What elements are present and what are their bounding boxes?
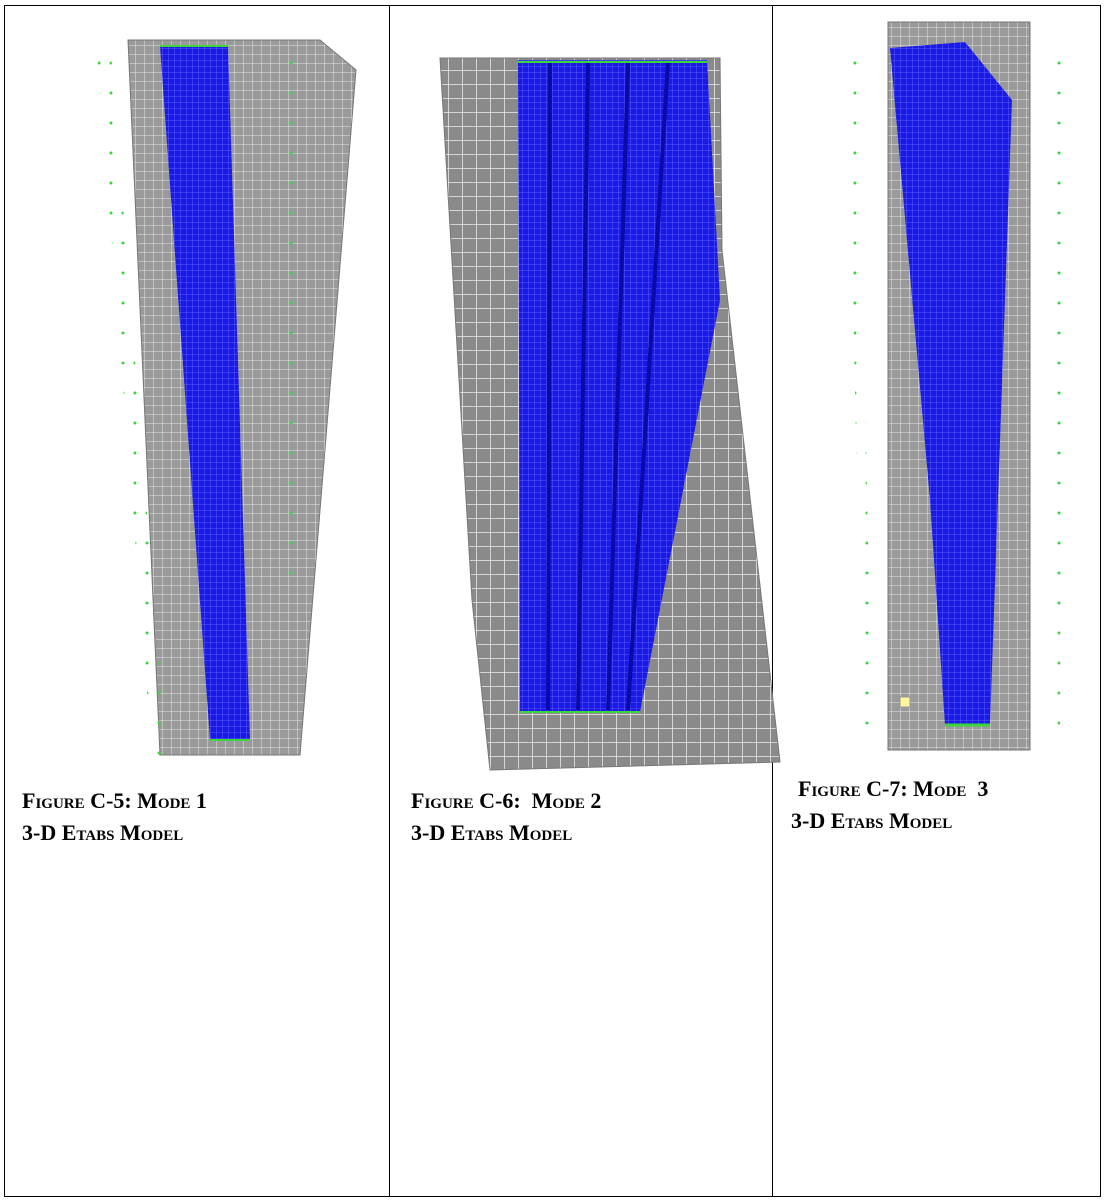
mode-2-model	[439, 57, 781, 771]
figure-subcaption: 3-D Etabs Model	[22, 820, 184, 845]
model-figures	[96, 21, 1062, 771]
mode-1-model	[96, 39, 357, 756]
column-divider	[389, 5, 390, 1197]
figure-subcaption: 3-D Etabs Model	[791, 808, 953, 833]
mode-3-model	[848, 21, 1062, 751]
column-divider	[772, 5, 773, 1197]
figure-caption: Figure C-7: Mode 3	[798, 776, 989, 801]
figure-caption: Figure C-5: Mode 1	[22, 788, 207, 813]
table-border	[4, 5, 1101, 1197]
figure-caption: Figure C-6: Mode 2	[411, 788, 602, 813]
figure-subcaption: 3-D Etabs Model	[411, 820, 573, 845]
